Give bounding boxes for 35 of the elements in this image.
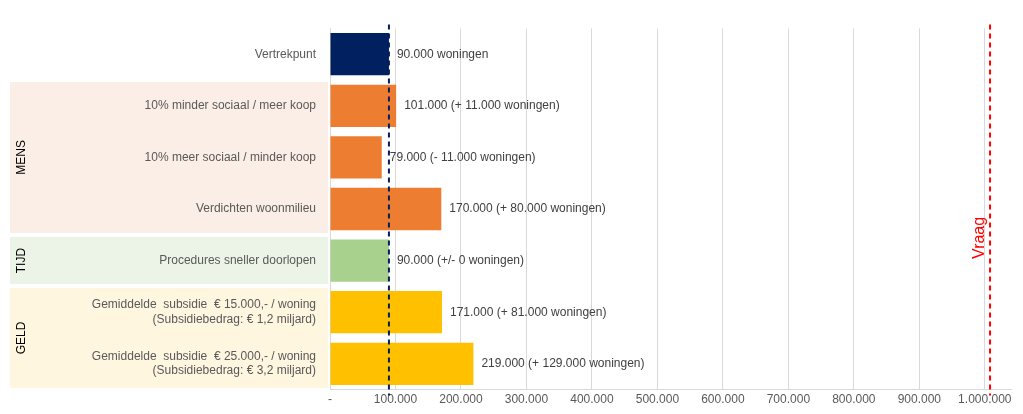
x-tick-label: 600.000 <box>701 392 745 407</box>
x-tick-label: 300.000 <box>504 392 549 407</box>
ref-line-label: Vraag <box>970 216 988 259</box>
y-tick-label: Verdichten woonmilieu <box>195 201 316 216</box>
y-tick-label: Gemiddelde subsidie € 25.000,- / woning (Subsidiebedrag: € 3,2 miljard) <box>91 348 316 378</box>
bar <box>330 239 389 282</box>
data-label: 171.000 (+ 81.000 woningen) <box>449 304 607 319</box>
x-tick-label: 700.000 <box>766 392 811 407</box>
x-tick-label: 400.000 <box>570 392 614 407</box>
y-tick-label: Gemiddelde subsidie € 15.000,- / woning (Subsidiebedrag: € 1,2 miljard) <box>91 297 316 326</box>
x-tick-label: 200.000 <box>439 392 483 407</box>
bar <box>330 84 397 127</box>
y-tick-label: 10% meer sociaal / minder koop <box>144 149 317 164</box>
y-tick-label: 10% minder sociaal / meer koop <box>144 98 317 113</box>
data-label: 79.000 (- 11.000 woningen) <box>389 149 536 164</box>
data-label: 90.000 (+/- 0 woningen) <box>396 252 525 267</box>
text: TIJD <box>14 247 29 274</box>
bar <box>330 136 382 179</box>
bar <box>330 187 442 231</box>
text: MENS <box>14 140 29 175</box>
x-tick-label: 900.000 <box>897 392 942 407</box>
bar <box>330 291 442 334</box>
x-tick-label: 500.000 <box>635 392 680 407</box>
data-label: 101.000 (+ 11.000 woningen) <box>404 98 560 113</box>
x-tick-label: 1.000.000 <box>958 392 1012 407</box>
data-label: 90.000 woningen <box>396 46 489 61</box>
x-tick-label: 800.000 <box>832 392 876 407</box>
data-label: 219.000 (+ 129.000 woningen) <box>481 356 645 371</box>
text: GELD <box>14 321 29 355</box>
x-tick-label: 100.000 <box>373 392 418 407</box>
data-label: 170.000 (+ 80.000 woningen) <box>449 201 606 216</box>
y-tick-label: Vertrekpunt <box>254 46 317 61</box>
x-tick-label: - <box>328 392 332 407</box>
bar <box>330 342 474 385</box>
y-tick-label: Procedures sneller doorlopen <box>159 252 316 267</box>
